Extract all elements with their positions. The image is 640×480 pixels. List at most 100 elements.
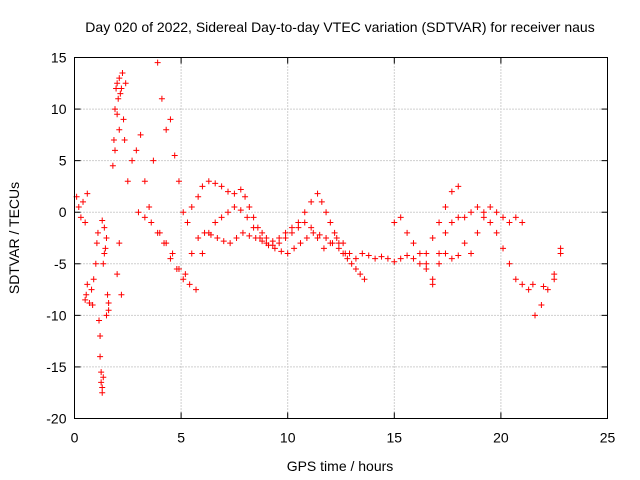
data-point — [117, 90, 124, 97]
data-point — [201, 229, 208, 236]
data-point — [436, 260, 443, 267]
data-point — [98, 369, 105, 376]
data-point — [122, 80, 129, 87]
x-tick-label: 25 — [600, 430, 616, 446]
data-point — [340, 240, 347, 247]
data-point — [468, 209, 475, 216]
data-point — [146, 204, 153, 211]
chart-title: Day 020 of 2022, Sidereal Day-to-day VTE… — [85, 19, 594, 35]
data-point — [529, 281, 536, 288]
data-point — [448, 219, 455, 226]
data-point — [82, 219, 89, 226]
data-point — [116, 75, 123, 82]
data-point — [461, 240, 468, 247]
data-point — [83, 291, 90, 298]
data-point — [90, 276, 97, 283]
data-point — [442, 229, 449, 236]
data-point — [244, 214, 251, 221]
data-point — [288, 229, 295, 236]
data-point — [474, 204, 481, 211]
data-point — [384, 255, 391, 262]
data-point — [480, 209, 487, 216]
data-point — [391, 258, 398, 265]
data-point — [114, 271, 121, 278]
data-point — [246, 204, 253, 211]
data-point — [77, 214, 84, 221]
data-point — [540, 283, 547, 290]
data-point — [218, 183, 225, 190]
data-point — [284, 250, 291, 257]
x-tick-label: 15 — [387, 430, 403, 446]
data-point — [397, 214, 404, 221]
data-point — [310, 229, 317, 236]
data-point — [512, 214, 519, 221]
data-point — [86, 299, 93, 306]
data-point — [212, 180, 219, 187]
data-point — [329, 240, 336, 247]
y-axis-label: SDTVAR / TECUs — [6, 182, 22, 294]
data-point — [121, 137, 128, 144]
data-point — [167, 116, 174, 123]
data-point — [94, 229, 101, 236]
data-point — [551, 276, 558, 283]
data-point — [282, 229, 289, 236]
y-tick-label: -20 — [46, 411, 66, 427]
data-point — [397, 255, 404, 262]
data-point — [532, 312, 539, 319]
data-point — [141, 178, 148, 185]
data-point — [314, 190, 321, 197]
data-point — [278, 248, 285, 255]
data-point — [316, 231, 323, 238]
tick-labels: 0 5 10 15 20 25 -20 -15 -10 -5 0 5 10 15 — [46, 50, 615, 446]
data-point — [100, 374, 107, 381]
data-point — [98, 379, 105, 386]
data-point — [135, 209, 142, 216]
data-point — [252, 235, 259, 241]
data-point — [493, 229, 500, 236]
data-point — [410, 255, 417, 262]
data-point — [112, 106, 119, 113]
data-point — [323, 209, 330, 216]
data-point — [461, 214, 468, 221]
data-point — [357, 271, 364, 278]
data-point — [163, 126, 170, 133]
data-point — [150, 157, 157, 164]
data-point — [429, 235, 436, 241]
data-point — [212, 219, 219, 226]
data-point — [103, 312, 110, 319]
data-point — [114, 80, 121, 87]
data-point — [175, 265, 182, 272]
data-point — [195, 193, 202, 200]
data-point — [500, 245, 507, 252]
data-point — [169, 250, 176, 257]
data-point — [82, 296, 89, 303]
data-point — [207, 231, 214, 238]
data-point — [506, 260, 513, 267]
data-point — [331, 229, 338, 236]
x-tick-label: 5 — [177, 430, 185, 446]
data-point — [92, 260, 99, 267]
data-point — [246, 232, 253, 239]
data-point — [308, 198, 315, 205]
data-point — [259, 238, 266, 245]
data-point — [97, 332, 104, 339]
data-point — [365, 252, 372, 259]
data-point — [110, 137, 117, 144]
data-point — [480, 214, 487, 221]
data-point — [378, 253, 385, 260]
data-point — [348, 260, 355, 267]
data-point — [314, 235, 321, 241]
y-tick-label: 0 — [59, 204, 67, 220]
x-tick-label: 10 — [280, 430, 296, 446]
data-point — [416, 260, 423, 267]
data-point — [295, 219, 302, 226]
data-point — [429, 276, 436, 283]
data-point — [195, 235, 202, 241]
data-point — [342, 250, 349, 257]
data-point — [288, 224, 295, 231]
plot-frame — [74, 57, 608, 419]
data-point — [129, 157, 136, 164]
data-point — [271, 245, 278, 252]
data-point — [133, 147, 140, 154]
